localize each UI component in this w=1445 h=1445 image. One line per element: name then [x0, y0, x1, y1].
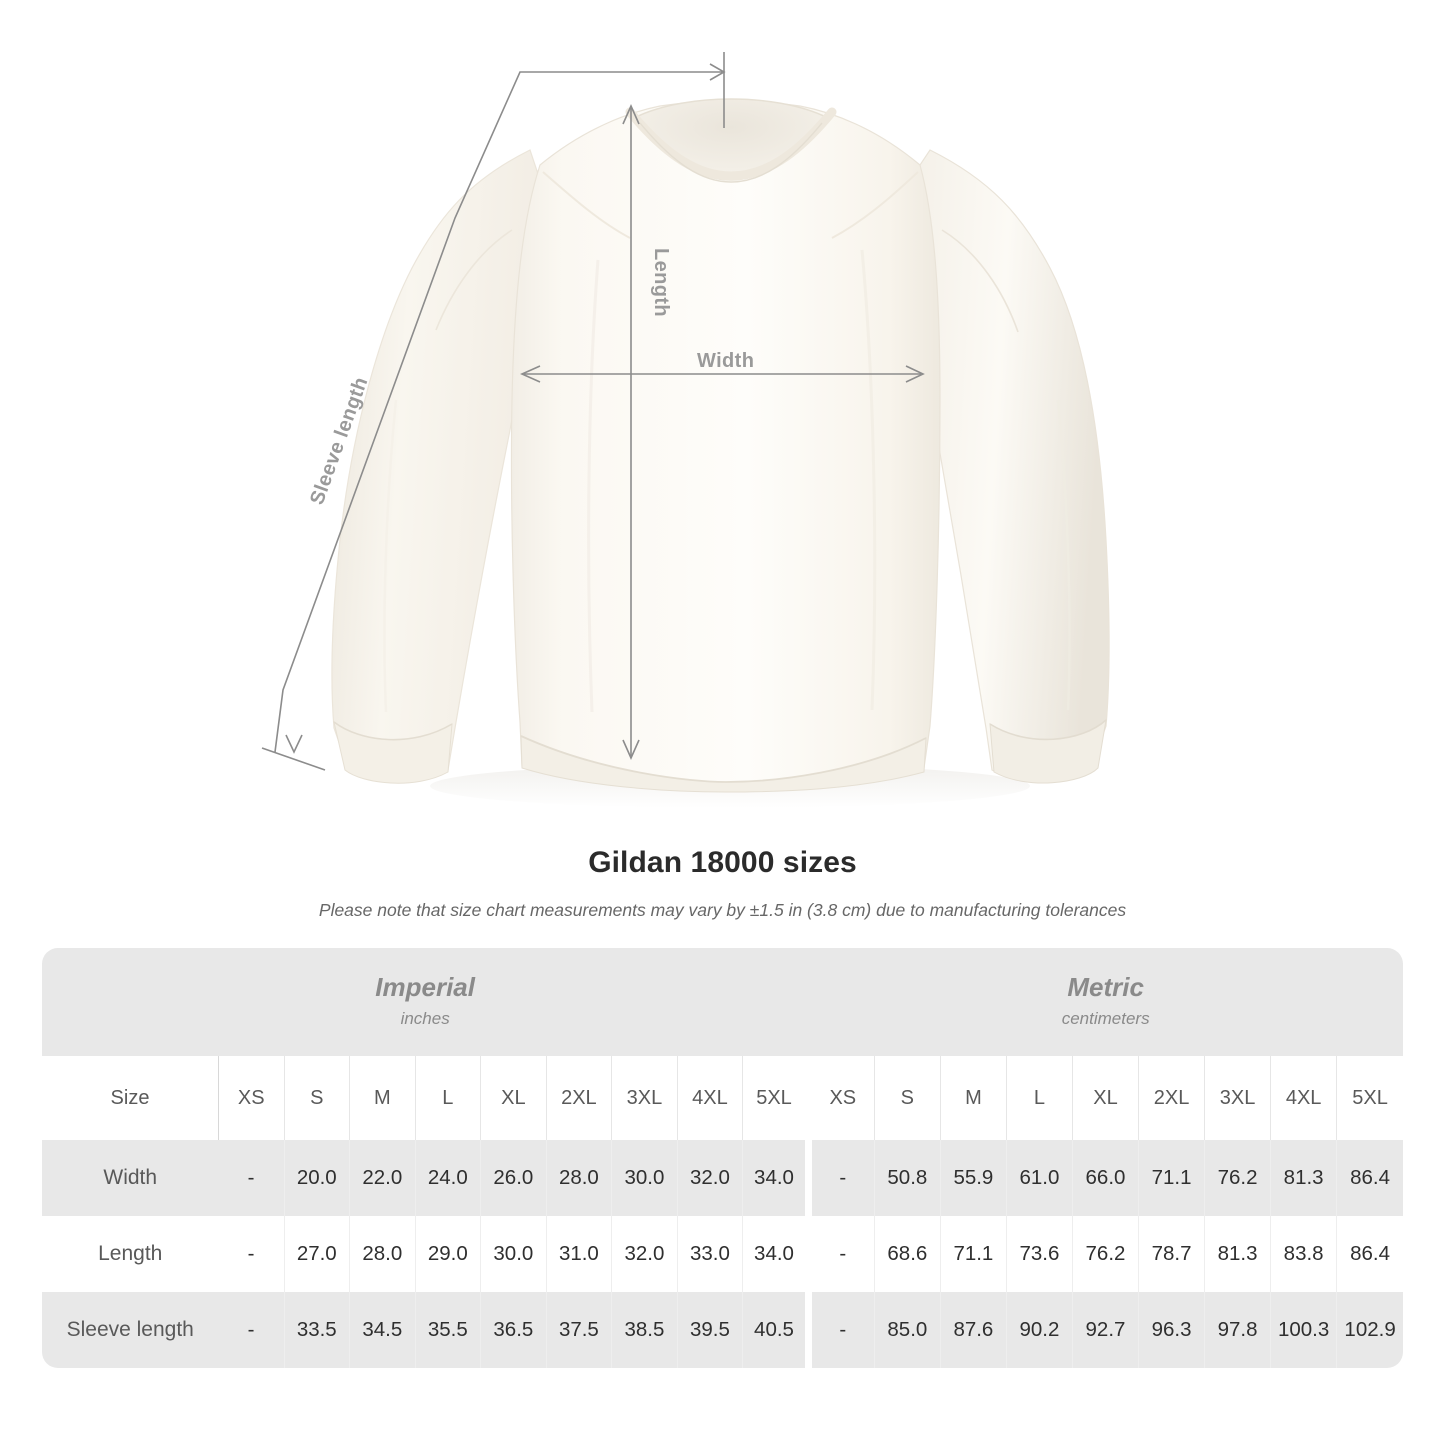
page-title: Gildan 18000 sizes — [588, 846, 857, 879]
cell-width-metric-2xl: 71.1 — [1138, 1140, 1205, 1216]
cell-sleeve-length-metric-4xl: 100.3 — [1270, 1292, 1337, 1368]
cell-length-metric-4xl: 83.8 — [1270, 1216, 1337, 1292]
size-chart-table-wrap: Imperial inches Metric centimeters Size XS S M L… — [42, 948, 1403, 1368]
measurement-disclaimer: Please note that size chart measurements… — [318, 900, 1127, 920]
size-header-corner-label: Size — [42, 1056, 219, 1140]
cell-sleeve-length-imperial-2xl: 37.5 — [545, 1292, 612, 1368]
cell-length-metric-2xl: 78.7 — [1138, 1216, 1205, 1292]
size-header-imperial-xl: XL — [480, 1056, 547, 1140]
size-chart-table: Imperial inches Metric centimeters Size XS S M L… — [42, 948, 1403, 1368]
table-row: Sleeve length -33.5 34.5 35.5 36.5 37.5 38.5 39… — [42, 1292, 1403, 1368]
cell-sleeve-length-imperial-s: 33.5 — [283, 1292, 350, 1368]
annotation-label-width: Width — [697, 350, 754, 372]
cell-length-metric-s: 68.6 — [873, 1216, 941, 1292]
unit-system-sub: centimeters — [1061, 1009, 1150, 1028]
unit-banner-row: Imperial inches Metric centimeters — [42, 948, 1403, 1056]
size-header-imperial-m: M — [349, 1056, 416, 1140]
cell-width-imperial-xs: - — [218, 1140, 284, 1216]
cell-width-imperial-xl: 26.0 — [480, 1140, 547, 1216]
size-header-metric-s: S — [873, 1056, 941, 1140]
cell-length-imperial-xs: - — [218, 1216, 284, 1292]
heading-block: Gildan 18000 sizes Please note that size… — [0, 845, 1445, 921]
unit-system-name: Metric — [1067, 972, 1144, 1002]
cell-length-imperial-3xl: 32.0 — [611, 1216, 678, 1292]
size-header-metric-2xl: 2XL — [1138, 1056, 1205, 1140]
size-header-imperial-s: S — [283, 1056, 350, 1140]
cell-width-metric-m: 55.9 — [939, 1140, 1007, 1216]
cell-sleeve-length-metric-5xl: 102.9 — [1336, 1292, 1403, 1368]
cell-sleeve-length-metric-xl: 92.7 — [1071, 1292, 1139, 1368]
cell-length-metric-l: 73.6 — [1005, 1216, 1073, 1292]
table-row: Length -27.0 28.0 29.0 30.0 31.0 32.0 33.0 34.0-… — [42, 1216, 1403, 1292]
cell-width-imperial-2xl: 28.0 — [545, 1140, 612, 1216]
size-header-metric-5xl: 5XL — [1336, 1056, 1403, 1140]
unit-banner-imperial: Imperial inches — [42, 948, 809, 1056]
row-label-length: Length — [42, 1216, 219, 1292]
row-label-sleeve-length: Sleeve length — [42, 1292, 219, 1368]
size-header-imperial-2xl: 2XL — [545, 1056, 612, 1140]
unit-system-sub: inches — [400, 1009, 450, 1028]
cell-length-metric-xl: 76.2 — [1071, 1216, 1139, 1292]
cell-length-metric-m: 71.1 — [939, 1216, 1007, 1292]
cell-length-imperial-m: 28.0 — [349, 1216, 416, 1292]
size-header-row: Size XS S M L XL 2XL 3XL 4XL 5XL XS S M L XL 2XL 3XL 4XL 5… — [42, 1056, 1403, 1140]
annotation-label-sleeve-length: Sleeve length — [306, 374, 373, 508]
cell-length-imperial-2xl: 31.0 — [545, 1216, 612, 1292]
size-header-metric-xl: XL — [1071, 1056, 1139, 1140]
cell-width-imperial-s: 20.0 — [283, 1140, 350, 1216]
cell-width-imperial-l: 24.0 — [414, 1140, 481, 1216]
cell-sleeve-length-metric-m: 87.6 — [939, 1292, 1007, 1368]
sweatshirt-illustration — [331, 98, 1110, 808]
cell-width-metric-3xl: 76.2 — [1204, 1140, 1271, 1216]
cell-sleeve-length-imperial-m: 34.5 — [349, 1292, 416, 1368]
cell-width-imperial-5xl: 34.0 — [742, 1140, 809, 1216]
cell-width-metric-xl: 66.0 — [1071, 1140, 1139, 1216]
cell-sleeve-length-imperial-xs: - — [218, 1292, 284, 1368]
cell-length-metric-5xl: 86.4 — [1336, 1216, 1403, 1292]
size-header-imperial-4xl: 4XL — [676, 1056, 743, 1140]
cell-sleeve-length-metric-s: 85.0 — [873, 1292, 941, 1368]
size-header-imperial-3xl: 3XL — [611, 1056, 678, 1140]
cell-length-imperial-s: 27.0 — [283, 1216, 350, 1292]
size-header-metric-3xl: 3XL — [1204, 1056, 1271, 1140]
cell-width-metric-l: 61.0 — [1005, 1140, 1073, 1216]
cell-length-imperial-4xl: 33.0 — [676, 1216, 743, 1292]
cell-width-metric-xs: - — [804, 1140, 875, 1216]
unit-system-name: Imperial — [375, 972, 475, 1002]
cell-sleeve-length-imperial-l: 35.5 — [414, 1292, 481, 1368]
size-header-metric-l: L — [1005, 1056, 1073, 1140]
annotation-label-length: Length — [650, 248, 672, 317]
cell-width-imperial-3xl: 30.0 — [611, 1140, 678, 1216]
cell-width-imperial-4xl: 32.0 — [676, 1140, 743, 1216]
cell-width-metric-s: 50.8 — [873, 1140, 941, 1216]
cell-length-imperial-l: 29.0 — [414, 1216, 481, 1292]
row-label-width: Width — [42, 1140, 219, 1216]
size-header-metric-xs: XS — [804, 1056, 875, 1140]
cell-sleeve-length-imperial-4xl: 39.5 — [676, 1292, 743, 1368]
unit-banner-metric: Metric centimeters — [808, 948, 1403, 1056]
cell-sleeve-length-metric-xs: - — [804, 1292, 875, 1368]
cell-sleeve-length-metric-3xl: 97.8 — [1204, 1292, 1271, 1368]
cell-width-imperial-m: 22.0 — [349, 1140, 416, 1216]
size-header-imperial-5xl: 5XL — [742, 1056, 809, 1140]
size-header-imperial-l: L — [414, 1056, 481, 1140]
cell-length-metric-3xl: 81.3 — [1204, 1216, 1271, 1292]
size-header-metric-m: M — [939, 1056, 1007, 1140]
cell-length-imperial-xl: 30.0 — [480, 1216, 547, 1292]
measurement-annotations: Length Width Sleeve length — [261, 52, 925, 771]
size-header-imperial-xs: XS — [217, 1056, 284, 1140]
table-row: Width -20.0 22.0 24.0 26.0 28.0 30.0 32.0 34.0-5… — [42, 1140, 1403, 1216]
cell-length-imperial-5xl: 34.0 — [742, 1216, 809, 1292]
cell-sleeve-length-imperial-3xl: 38.5 — [611, 1292, 678, 1368]
cell-sleeve-length-imperial-xl: 36.5 — [480, 1292, 547, 1368]
cell-length-metric-xs: - — [804, 1216, 875, 1292]
cell-sleeve-length-imperial-5xl: 40.5 — [742, 1292, 809, 1368]
cell-width-metric-4xl: 81.3 — [1270, 1140, 1337, 1216]
cell-width-metric-5xl: 86.4 — [1336, 1140, 1403, 1216]
size-header-metric-4xl: 4XL — [1270, 1056, 1337, 1140]
product-photo-area: Length Width Sleeve length — [261, 52, 1110, 808]
cell-sleeve-length-metric-2xl: 96.3 — [1138, 1292, 1205, 1368]
cell-sleeve-length-metric-l: 90.2 — [1005, 1292, 1073, 1368]
